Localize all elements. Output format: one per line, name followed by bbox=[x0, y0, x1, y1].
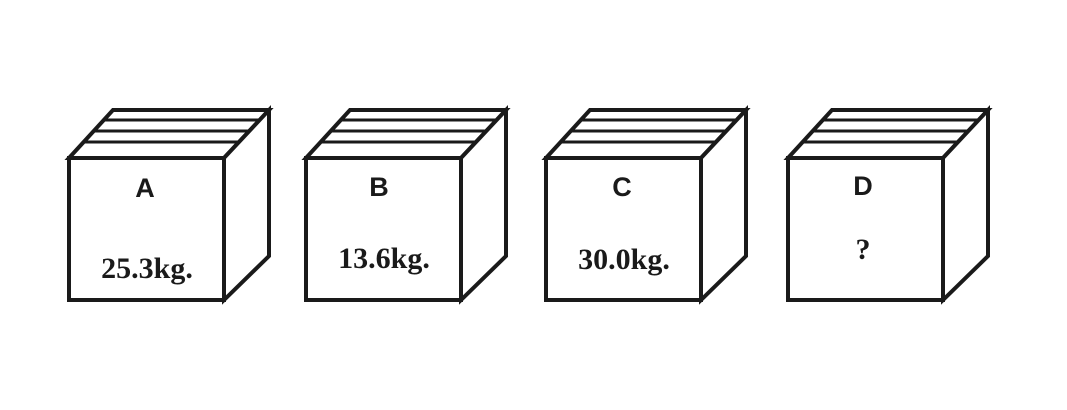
box-d-tape bbox=[803, 118, 979, 144]
box-a-weight: 25.3kg. bbox=[101, 252, 193, 285]
box-c-weight: 30.0kg. bbox=[578, 243, 670, 276]
box-d-letter: D bbox=[853, 171, 873, 201]
box-a-letter: A bbox=[135, 173, 155, 203]
box-d: D ? bbox=[783, 104, 993, 305]
box-c-letter: C bbox=[612, 172, 632, 202]
box-c-front bbox=[544, 156, 703, 302]
box-a: A 25.3kg. bbox=[64, 104, 274, 305]
box-b-tape bbox=[321, 118, 497, 144]
box-a-tape bbox=[84, 118, 260, 144]
box-b-front bbox=[304, 156, 463, 302]
box-d-weight: ? bbox=[856, 233, 871, 266]
box-b: B 13.6kg. bbox=[301, 104, 511, 305]
box-c: C 30.0kg. bbox=[541, 104, 751, 305]
box-c-tape bbox=[561, 118, 737, 144]
box-b-weight: 13.6kg. bbox=[338, 242, 430, 275]
box-a-front bbox=[67, 156, 226, 302]
box-b-letter: B bbox=[369, 172, 389, 202]
box-d-front bbox=[786, 156, 945, 302]
